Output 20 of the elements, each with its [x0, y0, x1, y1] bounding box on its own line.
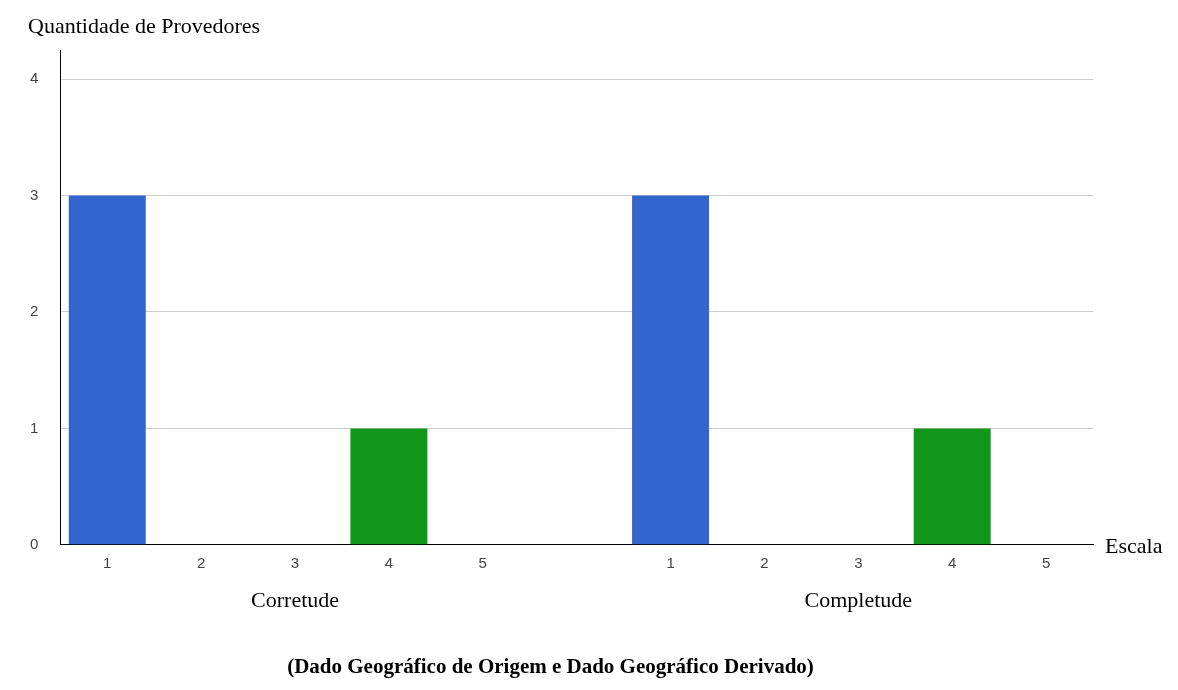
y-tick-label: 1	[30, 418, 39, 436]
x-tick-label: 3	[290, 553, 300, 571]
x-tick-label: 3	[854, 553, 863, 571]
x-tick-label: 2	[760, 553, 769, 571]
x-axis-title: Escala	[1105, 532, 1163, 558]
x-tick-label: 5	[478, 553, 487, 571]
y-tick-label: 3	[30, 185, 39, 203]
x-tick-label: 4	[384, 553, 394, 571]
y-tick-label: 4	[30, 69, 39, 87]
x-tick-label: 2	[196, 553, 206, 571]
text: Corretude	[251, 586, 340, 612]
x-tick-label: 5	[1041, 553, 1051, 571]
x-tick-label: 4	[948, 553, 957, 571]
text: Completude	[804, 586, 913, 612]
y-tick-label: 0	[30, 534, 39, 552]
text: (Dado Geográfico de Origem e Dado Geográfico Derivado)	[287, 653, 814, 678]
y-tick-label: 2	[30, 302, 39, 320]
y-axis-title: Quantidade de Provedores	[28, 12, 261, 38]
x-tick-label: 1	[666, 553, 675, 571]
x-tick-label: 1	[103, 553, 112, 571]
